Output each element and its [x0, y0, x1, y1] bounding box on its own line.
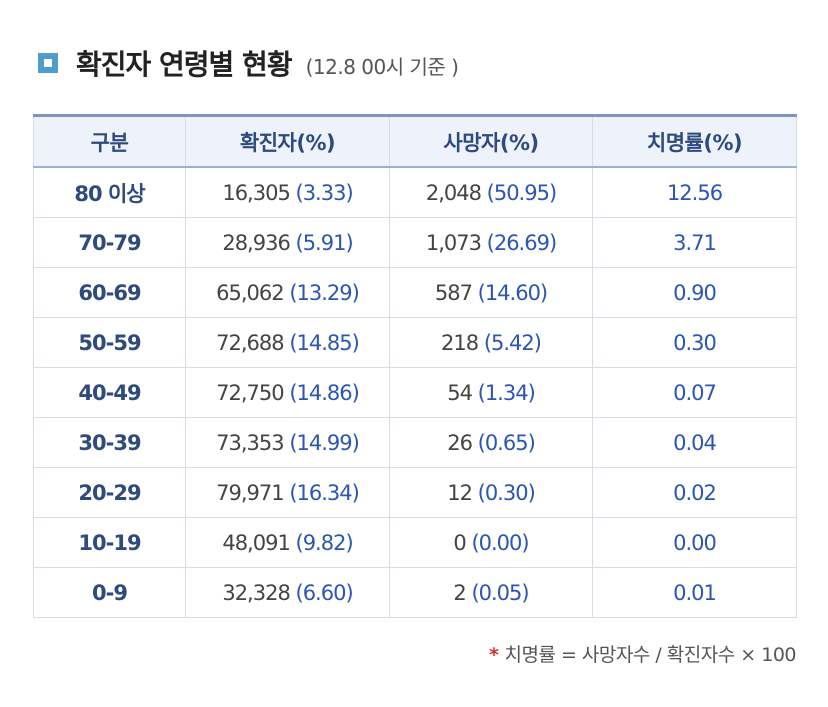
age-group-cell: 20-29	[33, 467, 186, 518]
deaths-percent: (0.30)	[477, 480, 536, 505]
confirmed-cell: 28,936 (5.91)	[185, 217, 390, 268]
confirmed-cell: 48,091 (9.82)	[185, 517, 390, 568]
fatality-rate-cell: 0.07	[592, 367, 797, 418]
confirmed-count: 65,062	[216, 280, 284, 305]
confirmed-count: 72,688	[216, 330, 284, 355]
header-fatality-rate: 치명률(%)	[592, 115, 797, 168]
table-row: 10-19 48,091 (9.82) 0 (0.00) 0.00	[33, 517, 797, 568]
deaths-count: 2	[453, 580, 466, 605]
fatality-rate-cell: 0.90	[592, 267, 797, 318]
age-group-cell: 30-39	[33, 417, 186, 468]
table-header-row: 구분 확진자(%) 사망자(%) 치명률(%)	[33, 115, 797, 168]
confirmed-percent: (6.60)	[295, 580, 354, 605]
age-group-cell: 0-9	[33, 567, 186, 618]
confirmed-count: 48,091	[222, 530, 290, 555]
footnote: * 치명률 = 사망자수 / 확진자수 × 100	[489, 640, 796, 667]
confirmed-count: 73,353	[216, 430, 284, 455]
table-body: 80 이상 16,305 (3.33) 2,048 (50.95) 12.56 70-7…	[33, 166, 797, 618]
deaths-percent: (0.05)	[471, 580, 529, 605]
table-row: 40-49 72,750 (14.86) 54 (1.34) 0.07	[33, 367, 797, 418]
confirmed-cell: 32,328 (6.60)	[185, 567, 390, 618]
confirmed-percent: (16.34)	[289, 480, 360, 505]
confirmed-percent: (9.82)	[295, 530, 354, 555]
age-group-cell: 40-49	[33, 367, 186, 418]
fatality-rate-cell: 0.04	[592, 417, 797, 468]
header-deaths: 사망자(%)	[389, 115, 593, 168]
fatality-rate-cell: 12.56	[592, 166, 797, 218]
deaths-cell: 2,048 (50.95)	[389, 166, 593, 218]
table-row: 70-79 28,936 (5.91) 1,073 (26.69) 3.71	[33, 217, 797, 268]
confirmed-percent: (3.33)	[295, 180, 354, 205]
fatality-rate-cell: 3.71	[592, 217, 797, 268]
deaths-count: 1,073	[425, 230, 482, 255]
fatality-rate-cell: 0.02	[592, 467, 797, 518]
fatality-rate-cell: 0.30	[592, 317, 797, 368]
confirmed-cell: 16,305 (3.33)	[185, 166, 390, 218]
age-stats-table: 구분 확진자(%) 사망자(%) 치명률(%) 80 이상 16,305 (3.3…	[33, 114, 797, 618]
confirmed-percent: (14.85)	[289, 330, 360, 355]
confirmed-cell: 65,062 (13.29)	[185, 267, 390, 318]
age-group-cell: 80 이상	[33, 166, 186, 218]
confirmed-count: 79,971	[216, 480, 284, 505]
fatality-rate-cell: 0.00	[592, 517, 797, 568]
confirmed-cell: 72,688 (14.85)	[185, 317, 390, 368]
deaths-cell: 218 (5.42)	[389, 317, 593, 368]
deaths-count: 587	[434, 280, 473, 305]
deaths-cell: 12 (0.30)	[389, 467, 593, 518]
deaths-cell: 1,073 (26.69)	[389, 217, 593, 268]
deaths-cell: 54 (1.34)	[389, 367, 593, 418]
deaths-count: 12	[447, 480, 473, 505]
confirmed-percent: (5.91)	[295, 230, 354, 255]
deaths-percent: (0.00)	[471, 530, 529, 555]
confirmed-count: 28,936	[222, 230, 290, 255]
table-row: 50-59 72,688 (14.85) 218 (5.42) 0.30	[33, 317, 797, 368]
deaths-percent: (50.95)	[486, 180, 558, 205]
header-confirmed: 확진자(%)	[185, 115, 390, 168]
deaths-percent: (0.65)	[477, 430, 536, 455]
confirmed-percent: (13.29)	[289, 280, 360, 305]
deaths-count: 2,048	[425, 180, 482, 205]
confirmed-cell: 79,971 (16.34)	[185, 467, 390, 518]
confirmed-cell: 73,353 (14.99)	[185, 417, 390, 468]
deaths-count: 218	[441, 330, 479, 355]
table-row: 30-39 73,353 (14.99) 26 (0.65) 0.04	[33, 417, 797, 468]
deaths-percent: (1.34)	[477, 380, 536, 405]
age-group-cell: 70-79	[33, 217, 186, 268]
confirmed-count: 16,305	[222, 180, 290, 205]
age-group-cell: 10-19	[33, 517, 186, 568]
footnote-text: 치명률 = 사망자수 / 확진자수 × 100	[504, 644, 796, 666]
footnote-marker: *	[489, 644, 499, 666]
deaths-cell: 0 (0.00)	[389, 517, 593, 568]
deaths-cell: 587 (14.60)	[389, 267, 593, 318]
deaths-percent: (14.60)	[477, 280, 549, 305]
deaths-count: 54	[447, 380, 473, 405]
deaths-percent: (5.42)	[483, 330, 542, 355]
page-title: 확진자 연령별 현황	[76, 48, 293, 81]
square-bullet-icon	[38, 53, 58, 73]
confirmed-count: 72,750	[216, 380, 284, 405]
table-row: 0-9 32,328 (6.60) 2 (0.05) 0.01	[33, 567, 797, 618]
confirmed-percent: (14.86)	[289, 380, 360, 405]
header-category: 구분	[33, 115, 186, 168]
title-row: 확진자 연령별 현황 (12.8 00시 기준 )	[38, 40, 459, 86]
table-row: 60-69 65,062 (13.29) 587 (14.60) 0.90	[33, 267, 797, 318]
deaths-cell: 2 (0.05)	[389, 567, 593, 618]
page-subtitle: (12.8 00시 기준 )	[305, 54, 459, 79]
deaths-count: 0	[453, 530, 466, 555]
deaths-percent: (26.69)	[486, 230, 558, 255]
deaths-count: 26	[447, 430, 473, 455]
table-row: 20-29 79,971 (16.34) 12 (0.30) 0.02	[33, 467, 797, 518]
table-row: 80 이상 16,305 (3.33) 2,048 (50.95) 12.56	[33, 166, 797, 218]
fatality-rate-cell: 0.01	[592, 567, 797, 618]
age-group-cell: 60-69	[33, 267, 186, 318]
confirmed-percent: (14.99)	[289, 430, 360, 455]
deaths-cell: 26 (0.65)	[389, 417, 593, 468]
confirmed-count: 32,328	[222, 580, 290, 605]
age-group-cell: 50-59	[33, 317, 186, 368]
confirmed-cell: 72,750 (14.86)	[185, 367, 390, 418]
